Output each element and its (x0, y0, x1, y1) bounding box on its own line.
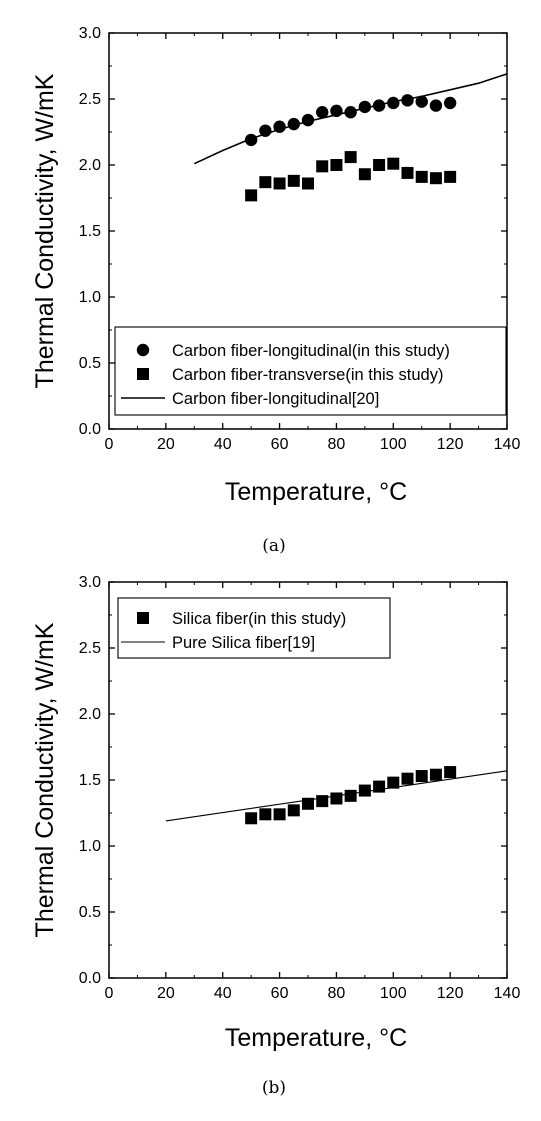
y-tick-label: 0.5 (79, 904, 101, 921)
y-tick-label: 1.5 (79, 772, 101, 789)
data-point-circle (316, 106, 329, 119)
data-point-square (316, 160, 329, 173)
data-point-circle (358, 100, 372, 114)
legend-marker (137, 368, 149, 380)
data-point-square (245, 189, 258, 202)
data-point-square (387, 776, 400, 789)
data-point-square (415, 770, 428, 783)
data-point-square (302, 177, 314, 190)
data-point-square (344, 151, 357, 164)
y-ticks-a: 0.0 0.5 1.0 1.5 2.0 2.5 3.0 (79, 25, 507, 438)
legend-box (117, 597, 391, 659)
x-tick-label: 120 (437, 436, 464, 453)
y-tick-label: 0.0 (79, 970, 101, 987)
data-point-square (429, 768, 442, 781)
data-point-square (444, 766, 457, 779)
data-point-square (401, 772, 414, 785)
y-tick-label: 1.5 (79, 223, 101, 240)
x-tick-label: 60 (271, 985, 289, 1002)
legend-entry: Silica fiber(in this study) (172, 610, 346, 628)
data-point-circle (443, 96, 457, 110)
x-tick-label: 140 (494, 985, 521, 1002)
x-axis-label-b: Temperature, °C (225, 1024, 407, 1052)
legend-marker (137, 612, 149, 624)
x-tick-label: 80 (328, 985, 346, 1002)
x-tick-label: 140 (494, 436, 521, 453)
y-tick-label: 1.0 (79, 838, 101, 855)
y-tick-label: 3.0 (79, 574, 101, 591)
legend-a: Carbon fiber-longitudinal(in this study)… (114, 326, 507, 416)
data-point-square (245, 812, 258, 825)
legend-entry: Carbon fiber-transverse(in this study) (172, 366, 443, 384)
legend-marker (136, 343, 150, 357)
x-ticks-b: 0 20 40 60 80 100 120 140 (105, 582, 521, 1002)
data-point-square (273, 177, 286, 190)
data-point-square (387, 157, 400, 170)
data-point-square (358, 168, 371, 181)
data-point-square (259, 808, 272, 821)
data-marks-a (193, 73, 508, 202)
y-tick-label: 1.0 (79, 289, 101, 306)
data-point-square (373, 159, 386, 171)
x-tick-label: 100 (380, 985, 407, 1002)
chart-b: 0 20 40 60 80 100 120 140 0.0 0.5 1.0 1.5 2.0 2.5 3.0… (31, 574, 520, 1098)
y-tick-label: 2.5 (79, 640, 101, 657)
data-point-square (330, 159, 343, 171)
y-tick-label: 2.0 (79, 157, 101, 174)
caption-a: (a) (262, 536, 285, 556)
y-tick-label: 0.5 (79, 355, 101, 372)
x-tick-label: 120 (437, 985, 464, 1002)
y-tick-label: 2.5 (79, 91, 101, 108)
caption-b: (b) (262, 1078, 286, 1098)
legend-entry: Carbon fiber-longitudinal(in this study) (172, 342, 450, 360)
data-point-square (287, 804, 300, 817)
x-tick-label: 40 (214, 436, 232, 453)
data-point-square (273, 808, 286, 821)
x-tick-label: 100 (380, 436, 407, 453)
data-point-circle (401, 94, 414, 107)
y-axis-label-b: Thermal Conductivity, W/mK (31, 622, 59, 937)
y-tick-label: 3.0 (79, 25, 101, 42)
x-tick-label: 0 (105, 436, 114, 453)
data-point-circle (287, 117, 300, 131)
x-tick-label: 40 (214, 985, 232, 1002)
x-tick-label: 60 (271, 436, 289, 453)
x-axis-label-a: Temperature, °C (225, 478, 407, 506)
data-point-square (429, 172, 442, 185)
x-tick-label: 20 (157, 985, 175, 1002)
y-tick-label: 0.0 (79, 421, 101, 438)
series-line (193, 73, 508, 165)
data-point-square (373, 780, 386, 793)
x-ticks-a: 0 20 40 60 80 100 120 140 (105, 33, 521, 453)
data-point-circle (301, 113, 315, 127)
data-point-square (344, 789, 357, 802)
x-tick-label: 80 (328, 436, 346, 453)
legend-entry: Carbon fiber-longitudinal[20] (172, 390, 379, 408)
legend-box (114, 326, 507, 416)
y-axis-label-a: Thermal Conductivity, W/mK (31, 73, 59, 388)
data-point-square (259, 176, 272, 189)
data-point-circle (429, 99, 443, 112)
x-tick-label: 20 (157, 436, 175, 453)
x-tick-label: 0 (105, 985, 114, 1002)
data-point-square (415, 170, 428, 183)
data-point-circle (415, 95, 428, 108)
data-point-square (358, 784, 371, 797)
data-marks-b (165, 766, 508, 825)
y-ticks-b: 0.0 0.5 1.0 1.5 2.0 2.5 3.0 (79, 574, 507, 987)
data-point-circle (387, 96, 400, 110)
data-point-square (401, 166, 414, 179)
legend-entry: Pure Silica fiber[19] (172, 634, 315, 652)
y-tick-label: 2.0 (79, 706, 101, 723)
series-line (165, 770, 508, 822)
data-point-square (330, 792, 343, 805)
data-point-square (287, 174, 300, 187)
data-point-square (444, 170, 457, 183)
legend-b: Silica fiber(in this study) Pure Silica f… (117, 597, 391, 659)
chart-a: 0 20 40 60 80 100 120 140 0.0 0.5 1.0 1.5 2.0 2.5 3.0… (31, 25, 520, 556)
